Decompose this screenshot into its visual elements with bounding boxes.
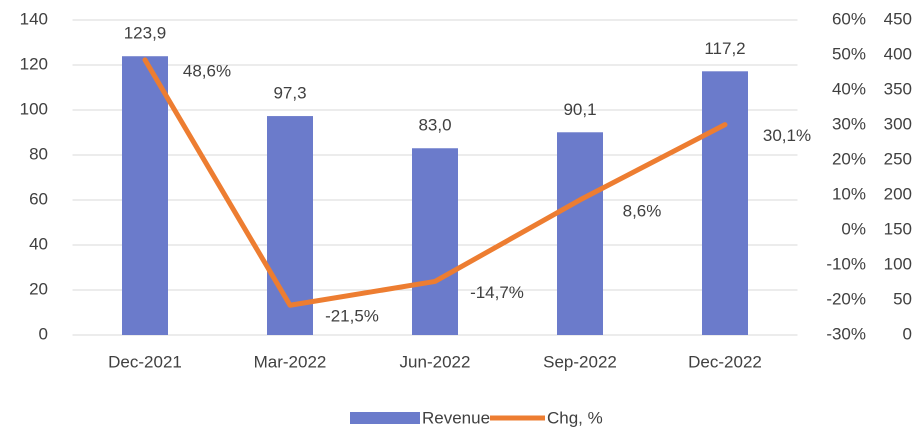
x-tick-label: Mar-2022	[254, 352, 327, 371]
y2-tick-label: -10%	[826, 254, 866, 273]
data-label: 90,1	[563, 100, 596, 119]
y3-tick-label: 250	[884, 149, 912, 168]
y2-tick-label: 10%	[832, 184, 866, 203]
y2-tick-label: 0%	[841, 219, 866, 238]
y-tick-label: 60	[29, 189, 48, 208]
data-label: -14,7%	[470, 283, 524, 302]
bar	[557, 132, 603, 335]
y3-tick-label: 300	[884, 114, 912, 133]
legend-label: Revenue	[422, 408, 490, 427]
y2-tick-label: -20%	[826, 289, 866, 308]
bar	[122, 56, 168, 335]
data-label: 117,2	[704, 39, 745, 58]
data-label: 83,0	[418, 116, 451, 135]
y3-tick-label: 450	[884, 9, 912, 28]
y-tick-label: 40	[29, 234, 48, 253]
data-label: 8,6%	[623, 201, 662, 220]
y3-tick-label: 350	[884, 79, 912, 98]
y-tick-label: 80	[29, 144, 48, 163]
y3-tick-label: 150	[884, 219, 912, 238]
x-tick-label: Sep-2022	[543, 352, 617, 371]
y-tick-label: 20	[29, 279, 48, 298]
data-label: -21,5%	[325, 307, 379, 326]
y-tick-label: 120	[20, 54, 48, 73]
y3-tick-label: 400	[884, 44, 912, 63]
legend-label: Chg, %	[547, 408, 603, 427]
y-tick-label: 140	[20, 9, 48, 28]
y2-tick-label: 60%	[832, 9, 866, 28]
y3-tick-label: 200	[884, 184, 912, 203]
y3-tick-label: 0	[903, 324, 912, 343]
y2-tick-label: 30%	[832, 114, 866, 133]
y2-tick-label: 50%	[832, 44, 866, 63]
legend-swatch	[350, 412, 420, 424]
bar	[412, 148, 458, 335]
data-label: 48,6%	[183, 61, 231, 80]
x-tick-label: Dec-2021	[108, 352, 182, 371]
y3-tick-label: 100	[884, 254, 912, 273]
y2-tick-label: -30%	[826, 324, 866, 343]
x-tick-label: Jun-2022	[400, 352, 471, 371]
x-tick-label: Dec-2022	[688, 352, 762, 371]
bar	[702, 71, 748, 336]
data-label: 30,1%	[763, 126, 811, 145]
y3-tick-label: 50	[893, 289, 912, 308]
data-label: 123,9	[124, 24, 167, 43]
y2-tick-label: 20%	[832, 149, 866, 168]
y-tick-label: 100	[20, 99, 48, 118]
line	[142, 57, 728, 308]
bar	[267, 116, 313, 335]
data-label: 97,3	[273, 84, 306, 103]
y-tick-label: 0	[39, 324, 48, 343]
y2-tick-label: 40%	[832, 79, 866, 98]
